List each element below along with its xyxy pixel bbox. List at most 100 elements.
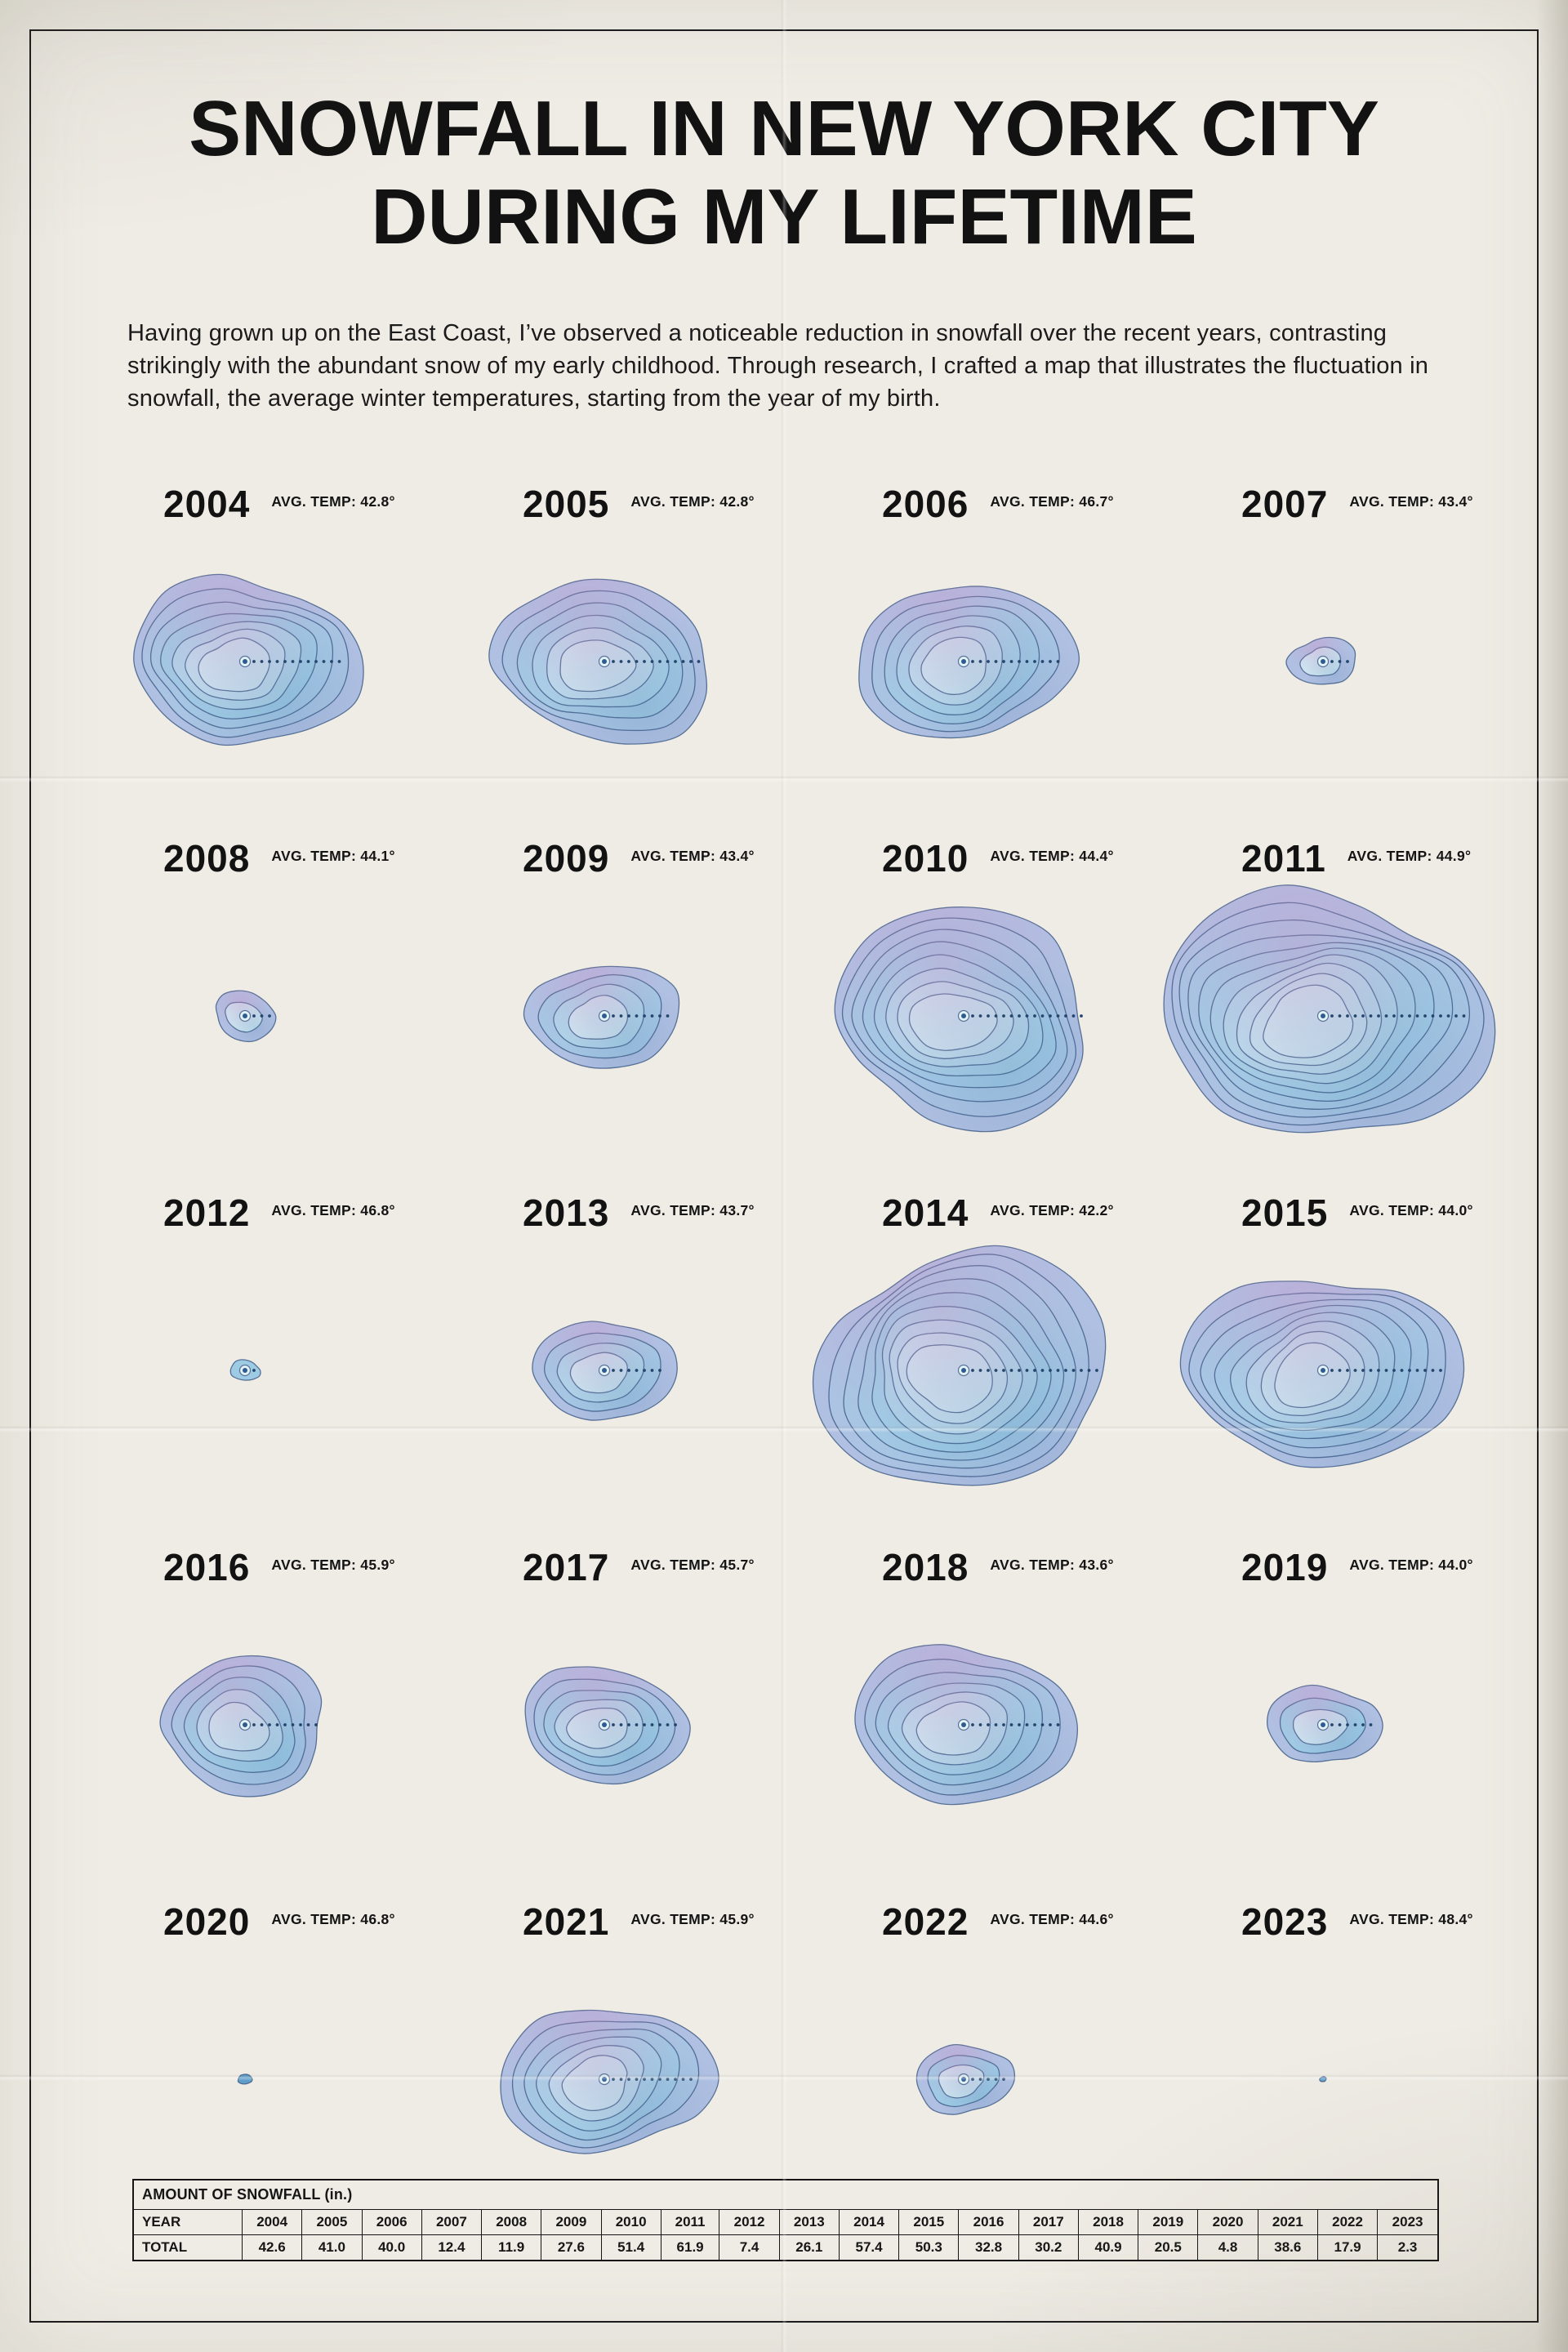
year-cell: 2022 AVG. TEMP: 44.6° (849, 1875, 1209, 2230)
blob-svg (523, 965, 680, 1069)
avg-temp-label: AVG. TEMP: 48.4° (1349, 1910, 1473, 1927)
year-cell: 2020 AVG. TEMP: 46.8° (131, 1875, 490, 2230)
table-cell: 40.9 (1077, 2234, 1139, 2261)
blob-svg (215, 990, 277, 1043)
table-cell: 20.5 (1138, 2234, 1199, 2261)
table-cell: 2.3 (1377, 2234, 1439, 2261)
year-cell: 2010 AVG. TEMP: 44.4° (834, 812, 1209, 1166)
table-cell: 32.8 (958, 2234, 1019, 2261)
blob-svg (858, 586, 1080, 739)
year-grid: 2004 AVG. TEMP: 42.8° 2005 AVG. TEMP: 42… (131, 457, 1568, 2230)
snowfall-blob (812, 1241, 1209, 1519)
avg-temp-label: AVG. TEMP: 46.8° (271, 1201, 395, 1218)
table-cell: 2004 (241, 2209, 303, 2235)
table-cell: 42.6 (241, 2234, 303, 2261)
table-cell: 2005 (301, 2209, 363, 2235)
table-row-label: TOTAL (132, 2234, 243, 2261)
table-cell: 2023 (1377, 2209, 1439, 2235)
year-label: 2004 (163, 483, 251, 525)
avg-temp-label: AVG. TEMP: 46.7° (990, 492, 1114, 510)
snowfall-blob (1179, 1241, 1568, 1519)
table-cell: 2010 (600, 2209, 662, 2235)
table-cell: 2008 (480, 2209, 542, 2235)
year-label: 2022 (882, 1900, 969, 1943)
snowfall-blob (131, 1950, 490, 2228)
year-cell: 2012 AVG. TEMP: 46.8° (131, 1166, 490, 1521)
avg-temp-label: AVG. TEMP: 44.0° (1349, 1556, 1473, 1573)
blob-svg (915, 2043, 1016, 2115)
year-cell: 2007 AVG. TEMP: 43.4° (1209, 457, 1568, 812)
avg-temp-label: AVG. TEMP: 42.8° (630, 492, 755, 510)
cell-header: 2021 AVG. TEMP: 45.9° (490, 1875, 849, 1945)
snowfall-blob (131, 532, 490, 810)
year-label: 2023 (1241, 1900, 1329, 1943)
avg-temp-label: AVG. TEMP: 46.8° (271, 1910, 395, 1927)
snowfall-table-wrap: AMOUNT OF SNOWFALL (in.) YEAR 2004 2005 200… (132, 2179, 1439, 2261)
table-cell: 12.4 (421, 2234, 483, 2261)
snowfall-blob (490, 1950, 849, 2228)
blob-svg (1163, 884, 1496, 1134)
blob-svg (812, 1245, 1107, 1486)
cell-header: 2007 AVG. TEMP: 43.4° (1209, 457, 1568, 528)
snowfall-table: AMOUNT OF SNOWFALL (in.) YEAR 2004 2005 200… (132, 2179, 1439, 2261)
avg-temp-label: AVG. TEMP: 43.7° (630, 1201, 755, 1218)
year-label: 2019 (1241, 1546, 1329, 1588)
table-cell: 7.4 (719, 2234, 780, 2261)
table-cell: 41.0 (301, 2234, 363, 2261)
year-label: 2010 (882, 837, 969, 880)
table-cell: 38.6 (1257, 2234, 1318, 2261)
avg-temp-label: AVG. TEMP: 44.0° (1349, 1201, 1473, 1218)
year-label: 2005 (523, 483, 610, 525)
table-cell: 2014 (838, 2209, 900, 2235)
year-label: 2012 (163, 1192, 251, 1234)
cell-header: 2014 AVG. TEMP: 42.2° (849, 1166, 1209, 1236)
blob-svg (524, 1666, 691, 1785)
table-cell: 2012 (719, 2209, 780, 2235)
table-cell: 51.4 (600, 2234, 662, 2261)
table-cell: 2009 (541, 2209, 602, 2235)
avg-temp-label: AVG. TEMP: 44.4° (990, 847, 1114, 864)
year-cell: 2023 AVG. TEMP: 48.4° (1209, 1875, 1568, 2230)
poster-title: SNOWFALL IN NEW YORK CITY DURING MY LIFE… (0, 85, 1568, 262)
cell-header: 2010 AVG. TEMP: 44.4° (849, 812, 1209, 882)
avg-temp-label: AVG. TEMP: 43.6° (990, 1556, 1114, 1573)
table-cell: 11.9 (480, 2234, 542, 2261)
year-cell: 2005 AVG. TEMP: 42.8° (488, 457, 849, 812)
snowfall-blob (849, 532, 1209, 810)
blob-svg (237, 2074, 253, 2085)
year-cell: 2019 AVG. TEMP: 44.0° (1209, 1521, 1568, 1875)
table-cell: 50.3 (898, 2234, 960, 2261)
blob-svg (1285, 636, 1356, 685)
table-row: YEAR 2004 2005 2006 2007 2008 2009 2010 2011 2012… (132, 2209, 1439, 2235)
table-cell: 61.9 (660, 2234, 720, 2261)
avg-temp-label: AVG. TEMP: 45.7° (630, 1556, 755, 1573)
cell-header: 2022 AVG. TEMP: 44.6° (849, 1875, 1209, 1945)
table-cell: 17.9 (1316, 2234, 1379, 2261)
year-cell: 2014 AVG. TEMP: 42.2° (812, 1166, 1209, 1521)
cell-header: 2016 AVG. TEMP: 45.9° (131, 1521, 490, 1591)
blob-svg (159, 1655, 323, 1797)
year-label: 2018 (882, 1546, 969, 1588)
year-label: 2013 (523, 1192, 610, 1234)
title-line-2: DURING MY LIFETIME (371, 173, 1197, 261)
year-label: 2008 (163, 837, 251, 880)
year-label: 2015 (1241, 1192, 1329, 1234)
snowfall-blob (1209, 1950, 1568, 2228)
snowfall-blob (1209, 1596, 1568, 1873)
table-cell: 57.4 (838, 2234, 900, 2261)
year-cell: 2004 AVG. TEMP: 42.8° (131, 457, 490, 812)
table-cell: 2022 (1316, 2209, 1379, 2235)
cell-header: 2005 AVG. TEMP: 42.8° (490, 457, 849, 528)
intro-paragraph: Having grown up on the East Coast, I’ve … (127, 320, 1429, 412)
snowfall-blob (849, 1950, 1209, 2228)
cell-header: 2013 AVG. TEMP: 43.7° (490, 1166, 849, 1236)
blob-svg (488, 578, 708, 745)
year-cell: 2008 AVG. TEMP: 44.1° (131, 812, 490, 1166)
blob-svg (854, 1644, 1078, 1806)
table-cell: 2018 (1077, 2209, 1139, 2235)
table-cell: 2011 (660, 2209, 720, 2235)
snowfall-blob (131, 1596, 490, 1873)
cell-header: 2006 AVG. TEMP: 46.7° (849, 457, 1209, 528)
cell-header: 2018 AVG. TEMP: 43.6° (849, 1521, 1209, 1591)
